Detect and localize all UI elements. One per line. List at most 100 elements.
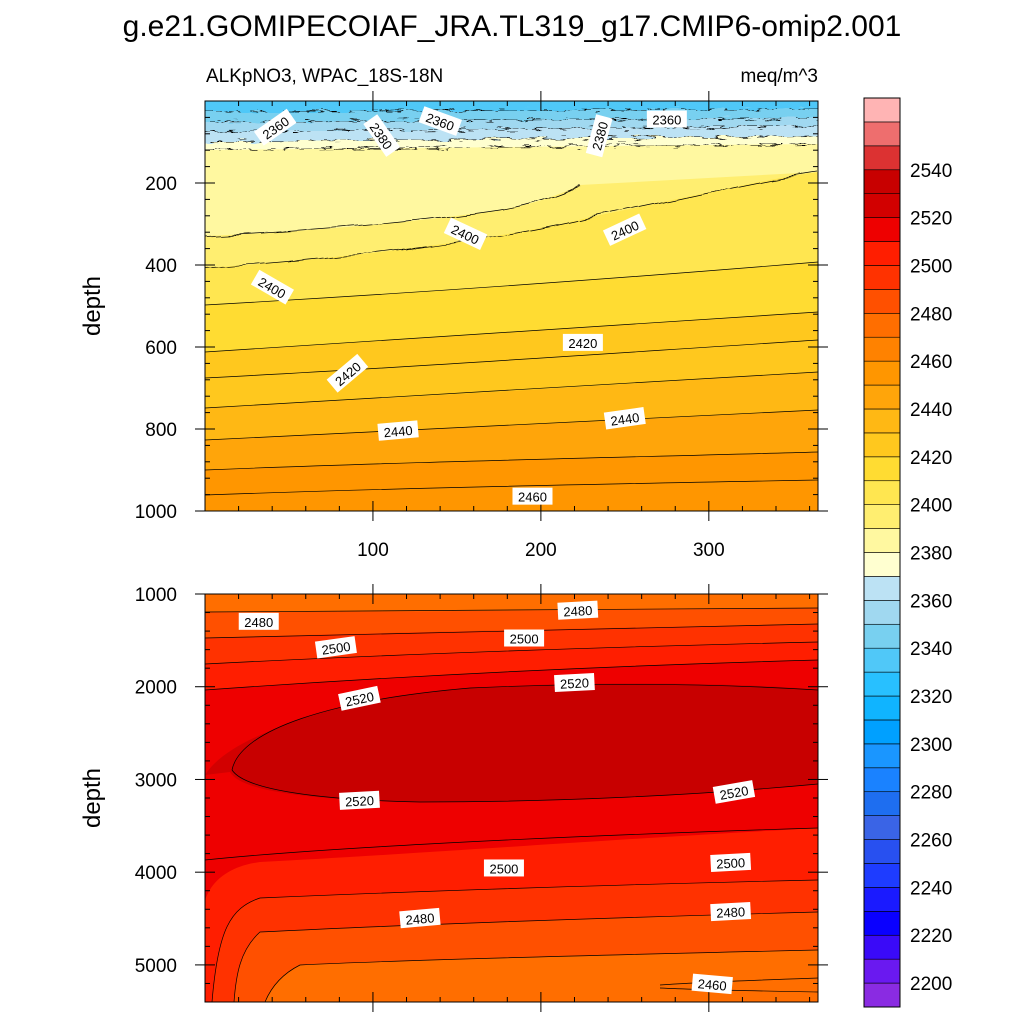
colorbar-tick-label: 2200 xyxy=(910,974,952,995)
colorbar-tick-label: 2460 xyxy=(910,352,952,373)
colorbar-segment xyxy=(863,265,901,290)
top-panel: 200 400 600 800 1000 100 200 300 depth 2360 238… xyxy=(79,91,828,561)
colorbar-segment xyxy=(863,312,901,338)
colorbar-frame xyxy=(863,97,901,1008)
colorbar-tick-label: 2500 xyxy=(910,256,952,277)
colorbar-segment xyxy=(863,863,901,888)
svg-text:2480: 2480 xyxy=(405,910,435,927)
bottom-y-axis-label: depth xyxy=(79,768,106,828)
colorbar-segment xyxy=(863,623,901,649)
svg-text:2520: 2520 xyxy=(560,675,590,691)
colorbar-tick-label: 2380 xyxy=(910,544,952,565)
colorbar-segment xyxy=(863,169,901,194)
contour-label: 2520 xyxy=(338,685,381,711)
contour-label: 2520 xyxy=(554,672,595,693)
contour-label: 2380 xyxy=(585,114,613,158)
bottom-y-tick-labels: 1000 2000 3000 4000 5000 xyxy=(135,585,177,977)
contour-label: 2520 xyxy=(712,780,756,804)
contour-label: 2520 xyxy=(339,790,380,810)
top-x-tick-labels: 100 200 300 xyxy=(357,540,725,561)
colorbar-segment xyxy=(863,600,901,625)
colorbar-segment xyxy=(863,504,901,529)
svg-text:2500: 2500 xyxy=(321,639,352,658)
colorbar-segment xyxy=(863,576,901,601)
contour-label: 2500 xyxy=(710,852,752,872)
colorbar-tick-label: 2420 xyxy=(910,448,952,469)
svg-text:2460: 2460 xyxy=(518,490,547,505)
colorbar-segment xyxy=(863,839,901,864)
y-tick-label: 3000 xyxy=(135,770,177,791)
colorbar-segment xyxy=(863,911,901,936)
top-y-axis-label: depth xyxy=(79,276,106,336)
contour-label: 2480 xyxy=(238,612,279,630)
colorbar-segment xyxy=(863,982,901,1008)
colorbar-tick-label: 2520 xyxy=(910,209,952,230)
colorbar-segment xyxy=(863,408,901,434)
top-plot-frame xyxy=(204,100,819,512)
svg-text:2520: 2520 xyxy=(345,793,375,809)
svg-text:2480: 2480 xyxy=(716,904,746,920)
colorbar-segment xyxy=(863,432,901,458)
contour-label: 2480 xyxy=(557,600,599,620)
colorbar-segment xyxy=(863,456,901,482)
x-tick-label: 100 xyxy=(357,540,389,561)
svg-text:2520: 2520 xyxy=(719,783,750,803)
colorbar-tick-label: 2540 xyxy=(910,161,952,182)
x-tick-label: 200 xyxy=(525,540,557,561)
svg-text:2500: 2500 xyxy=(510,632,539,647)
subtitle-left: ALKpNO3, WPAC_18S-18N xyxy=(206,66,443,87)
top-y-tick-labels: 200 400 600 800 1000 xyxy=(135,174,177,523)
svg-text:2460: 2460 xyxy=(697,976,727,993)
y-tick-label: 1000 xyxy=(135,585,177,606)
contour-label: 2500 xyxy=(314,636,357,659)
colorbar-segment xyxy=(863,743,901,769)
colorbar-segment xyxy=(863,791,901,816)
contour-label: 2500 xyxy=(504,629,545,647)
colorbar: 2200 2220 2240 2260 2280 2300 2320 2340 2360 2380… xyxy=(863,97,952,1008)
colorbar-segment xyxy=(863,647,901,673)
colorbar-segment xyxy=(863,887,901,912)
bottom-contour-labels: 2480 2500 2480 2500 2520 2520 2520 2520 2500 2500… xyxy=(238,600,756,995)
y-tick-label: 5000 xyxy=(135,956,177,977)
colorbar-segment xyxy=(863,217,901,242)
svg-text:2380: 2380 xyxy=(589,120,611,152)
svg-text:2500: 2500 xyxy=(489,861,518,876)
colorbar-tick-label: 2260 xyxy=(910,831,952,852)
colorbar-segment xyxy=(863,815,901,840)
top-axis-ticks xyxy=(195,91,828,521)
contour-label: 2440 xyxy=(603,407,646,430)
colorbar-segment xyxy=(863,528,901,553)
colorbar-tick-label: 2300 xyxy=(910,735,952,756)
contour-label: 2460 xyxy=(512,487,553,505)
y-tick-label: 800 xyxy=(145,420,177,441)
colorbar-tick-label: 2220 xyxy=(910,926,952,947)
colorbar-segment xyxy=(863,241,901,266)
colorbar-tick-label: 2400 xyxy=(910,496,952,517)
colorbar-segment xyxy=(863,289,901,314)
y-tick-label: 400 xyxy=(145,256,177,277)
contour-label: 2500 xyxy=(483,859,524,877)
colorbar-tick-label: 2280 xyxy=(910,783,952,804)
colorbar-segment xyxy=(863,719,901,745)
svg-text:2440: 2440 xyxy=(383,423,413,440)
colorbar-tick-label: 2480 xyxy=(910,304,952,325)
y-tick-label: 1000 xyxy=(135,502,177,523)
top-contour-fill xyxy=(205,101,818,511)
colorbar-tick-label: 2240 xyxy=(910,878,952,899)
contour-label: 2480 xyxy=(710,902,752,922)
colorbar-tick-label: 2360 xyxy=(910,591,952,612)
colorbar-segment xyxy=(863,671,901,697)
subtitle-right: meq/m^3 xyxy=(740,66,818,87)
colorbar-segment xyxy=(863,384,901,410)
contour-label: 2360 xyxy=(646,110,687,128)
svg-text:2360: 2360 xyxy=(652,112,681,127)
chart-title: g.e21.GOMIPECOIAF_JRA.TL319_g17.CMIP6-om… xyxy=(123,10,902,43)
colorbar-segment xyxy=(863,695,901,721)
colorbar-segment xyxy=(863,121,901,147)
colorbar-segment xyxy=(863,958,901,984)
svg-text:2480: 2480 xyxy=(244,615,273,630)
y-tick-label: 200 xyxy=(145,174,177,195)
colorbar-tick-label: 2340 xyxy=(910,639,952,660)
